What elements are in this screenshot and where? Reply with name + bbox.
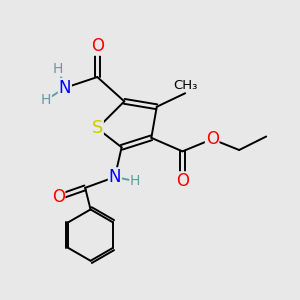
Text: O: O	[52, 188, 64, 206]
Text: N: N	[58, 79, 71, 97]
Text: S: S	[92, 119, 103, 137]
Text: O: O	[176, 172, 189, 190]
Text: H: H	[41, 93, 51, 107]
Text: N: N	[109, 168, 121, 186]
Text: O: O	[91, 37, 104, 55]
Text: H: H	[53, 62, 63, 76]
Text: O: O	[206, 130, 219, 148]
Text: CH₃: CH₃	[173, 79, 197, 92]
Text: H: H	[130, 174, 140, 188]
